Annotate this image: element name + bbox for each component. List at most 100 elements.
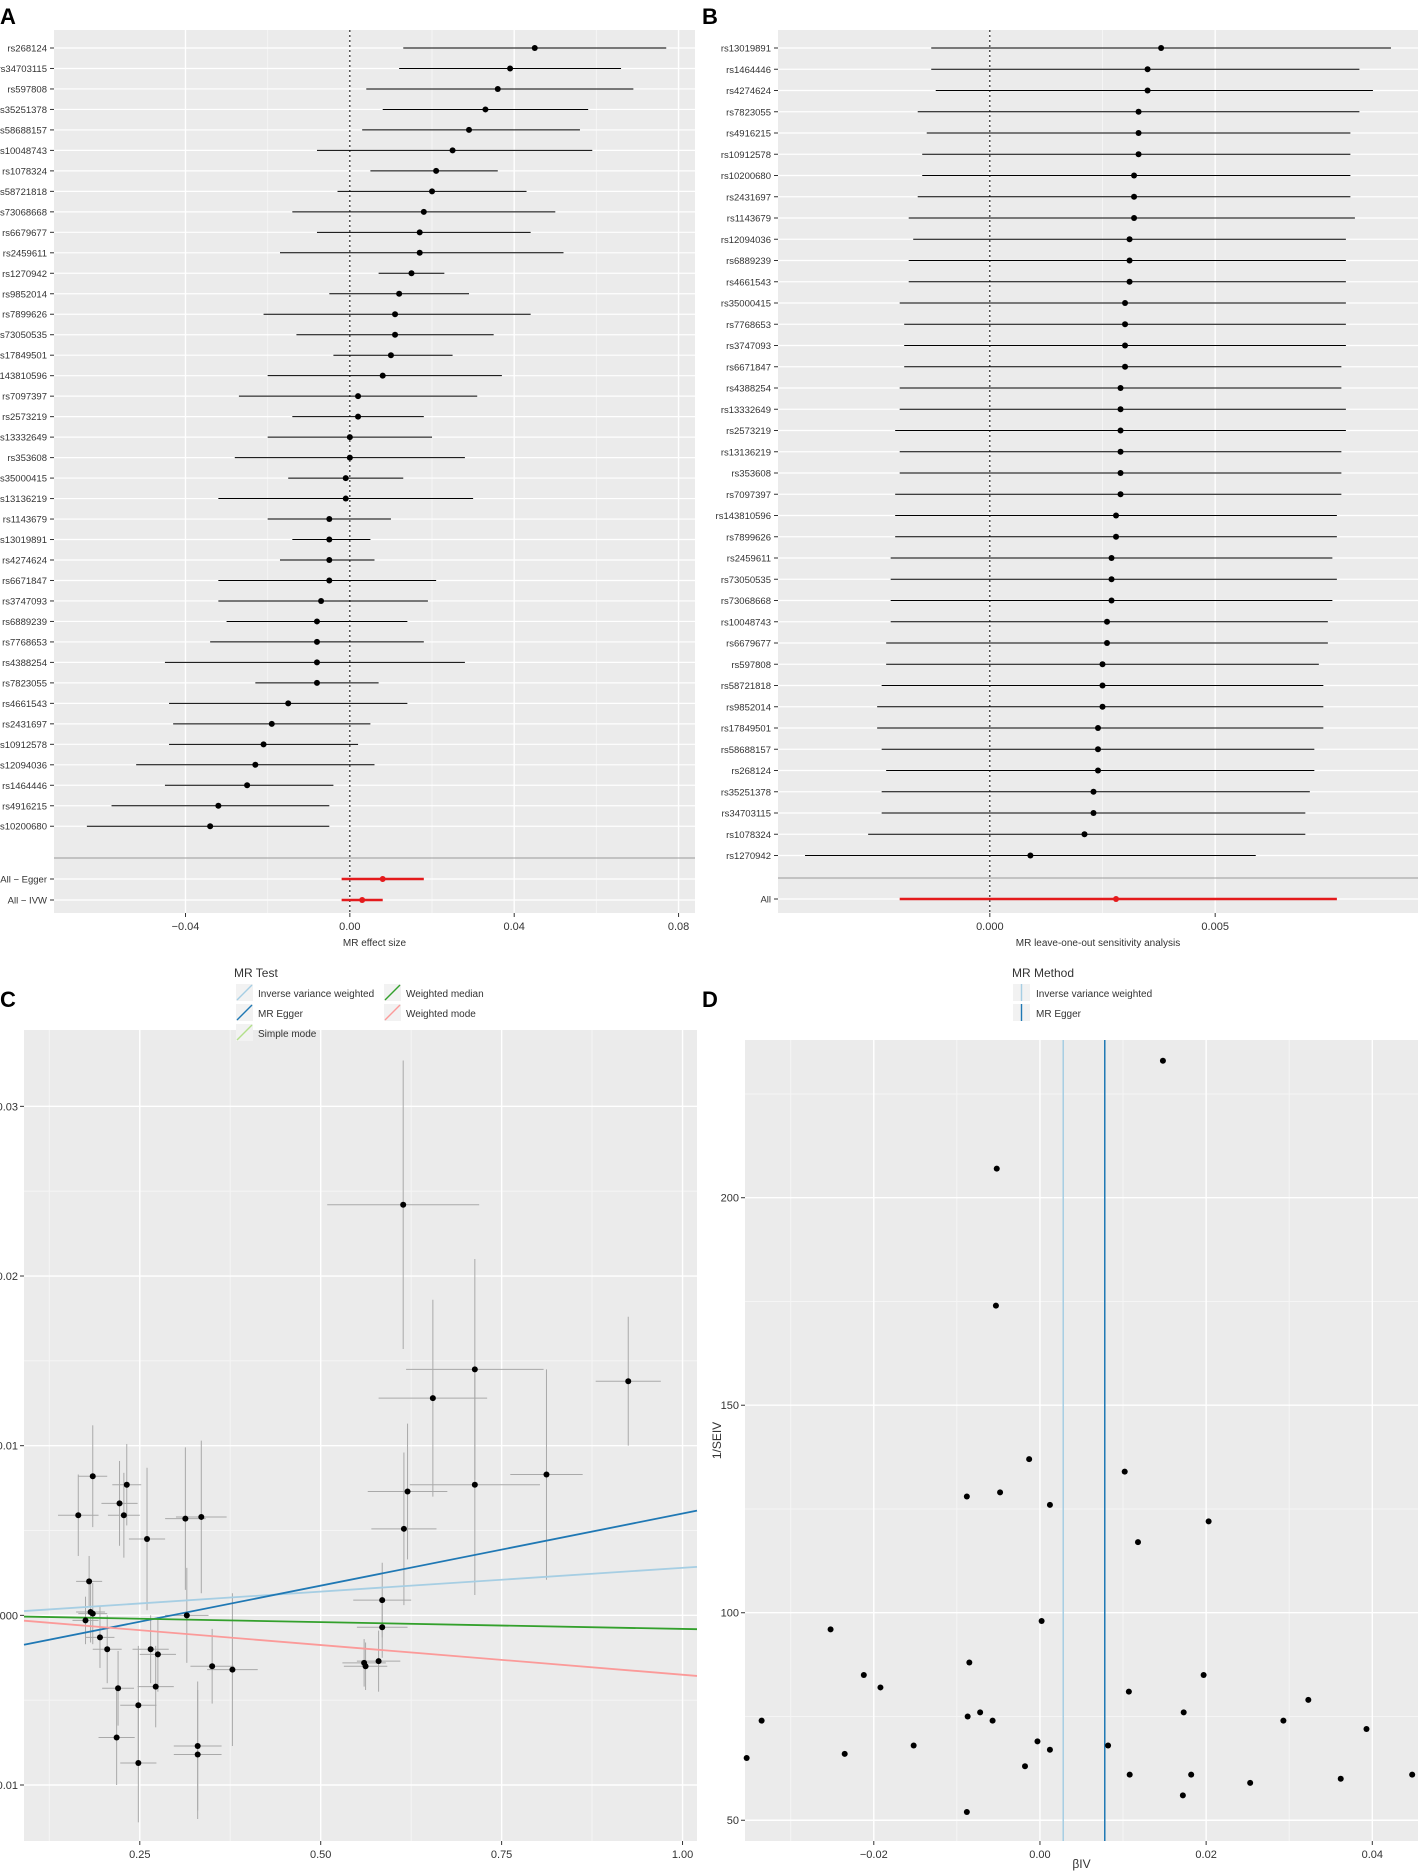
effect-point bbox=[1117, 470, 1124, 476]
data-point bbox=[966, 1659, 973, 1666]
effect-point bbox=[408, 270, 415, 277]
data-point bbox=[1105, 1742, 1112, 1749]
legend-label: MR Egger bbox=[1036, 1009, 1082, 1020]
snp-label: rs4916215 bbox=[726, 129, 771, 140]
snp-label: rs6889239 bbox=[2, 617, 47, 628]
effect-point bbox=[1117, 385, 1124, 391]
data-point bbox=[743, 1754, 750, 1761]
data-point bbox=[963, 1808, 970, 1815]
effect-point bbox=[392, 331, 399, 338]
data-point bbox=[989, 1717, 996, 1724]
effect-point bbox=[1104, 640, 1111, 646]
snp-label: rs7823055 bbox=[2, 678, 47, 689]
effect-point bbox=[494, 85, 501, 92]
panel-background bbox=[745, 1040, 1418, 1841]
effect-point bbox=[1095, 767, 1101, 774]
snp-label: rs4274624 bbox=[726, 86, 771, 97]
data-point bbox=[209, 1663, 216, 1670]
legend-key-line bbox=[236, 984, 253, 1001]
snp-label: rs10912578 bbox=[0, 740, 47, 751]
effect-point bbox=[313, 638, 320, 645]
effect-point bbox=[318, 597, 325, 604]
data-point bbox=[89, 1473, 96, 1480]
snp-label: rs1143679 bbox=[727, 214, 771, 225]
snp-label: rs353608 bbox=[7, 453, 47, 464]
effect-point bbox=[346, 454, 353, 461]
data-point bbox=[1159, 1057, 1166, 1064]
snp-label: rs7823055 bbox=[726, 107, 771, 118]
snp-label: rs34703115 bbox=[0, 64, 47, 75]
effect-point bbox=[1122, 342, 1129, 349]
snp-label: rs597808 bbox=[731, 660, 771, 671]
data-point bbox=[1180, 1709, 1187, 1716]
snp-label: rs13136219 bbox=[721, 447, 771, 458]
data-point bbox=[152, 1683, 159, 1690]
data-point bbox=[1205, 1518, 1212, 1525]
snp-label: rs2459611 bbox=[3, 248, 47, 259]
effect-point bbox=[326, 516, 333, 523]
snp-label: rs17849501 bbox=[0, 351, 47, 362]
y-tick-label: 50 bbox=[727, 1815, 739, 1827]
snp-label: rs7768653 bbox=[726, 320, 771, 331]
data-point bbox=[154, 1651, 161, 1658]
data-point bbox=[1134, 1539, 1141, 1546]
snp-label: rs73068668 bbox=[721, 596, 771, 607]
effect-point bbox=[1144, 87, 1151, 94]
data-point bbox=[89, 1610, 96, 1617]
effect-point bbox=[326, 577, 333, 584]
snp-label: rs4661543 bbox=[726, 277, 771, 288]
snp-label: rs2573219 bbox=[726, 426, 771, 437]
panel-letter: B bbox=[702, 4, 718, 29]
data-point bbox=[1034, 1738, 1041, 1745]
snp-label: rs1270942 bbox=[2, 269, 47, 280]
data-point bbox=[625, 1378, 632, 1385]
data-point bbox=[1046, 1746, 1053, 1753]
effect-point bbox=[387, 352, 394, 359]
effect-point bbox=[416, 249, 423, 256]
effect-point bbox=[346, 434, 353, 441]
effect-point bbox=[1135, 108, 1142, 115]
snp-label: rs35000415 bbox=[721, 299, 771, 310]
effect-point bbox=[1126, 257, 1133, 264]
effect-point bbox=[1095, 746, 1101, 753]
data-point bbox=[96, 1634, 103, 1641]
snp-label: rs6679677 bbox=[726, 639, 771, 650]
snp-label: rs2431697 bbox=[726, 192, 771, 203]
effect-point bbox=[1113, 533, 1120, 540]
data-point bbox=[977, 1709, 984, 1716]
effect-point bbox=[342, 495, 349, 502]
effect-point bbox=[1131, 172, 1138, 179]
snp-label: rs597808 bbox=[7, 84, 47, 95]
snp-label: rs7768653 bbox=[2, 637, 47, 648]
data-point bbox=[1179, 1792, 1186, 1799]
data-point bbox=[400, 1201, 407, 1208]
effect-point bbox=[1158, 45, 1165, 51]
effect-point bbox=[1104, 618, 1111, 625]
y-tick-label: 200 bbox=[721, 1193, 739, 1205]
effect-point bbox=[466, 126, 473, 133]
data-point bbox=[1247, 1779, 1254, 1786]
effect-point bbox=[1090, 810, 1097, 816]
legend-key-line bbox=[384, 1004, 401, 1021]
data-point bbox=[1363, 1725, 1370, 1732]
data-point bbox=[993, 1165, 1000, 1172]
effect-point bbox=[215, 802, 222, 809]
snp-label: rs35251378 bbox=[0, 105, 47, 116]
snp-label: rs6889239 bbox=[726, 256, 771, 267]
effect-point bbox=[252, 761, 259, 768]
y-axis-title: 1/SEIV bbox=[710, 1422, 724, 1459]
data-point bbox=[1409, 1771, 1416, 1778]
data-point bbox=[1305, 1696, 1312, 1703]
snp-label: rs7899626 bbox=[726, 532, 771, 543]
x-tick-label: 0.04 bbox=[503, 921, 524, 933]
data-point bbox=[860, 1671, 867, 1678]
effect-point bbox=[433, 167, 440, 174]
snp-label: rs73068668 bbox=[0, 207, 47, 218]
effect-point bbox=[1027, 852, 1034, 859]
effect-point bbox=[1135, 130, 1142, 136]
data-point bbox=[1337, 1775, 1344, 1782]
snp-label: rs3747093 bbox=[726, 341, 771, 352]
effect-point bbox=[313, 618, 320, 625]
data-point bbox=[113, 1734, 120, 1741]
